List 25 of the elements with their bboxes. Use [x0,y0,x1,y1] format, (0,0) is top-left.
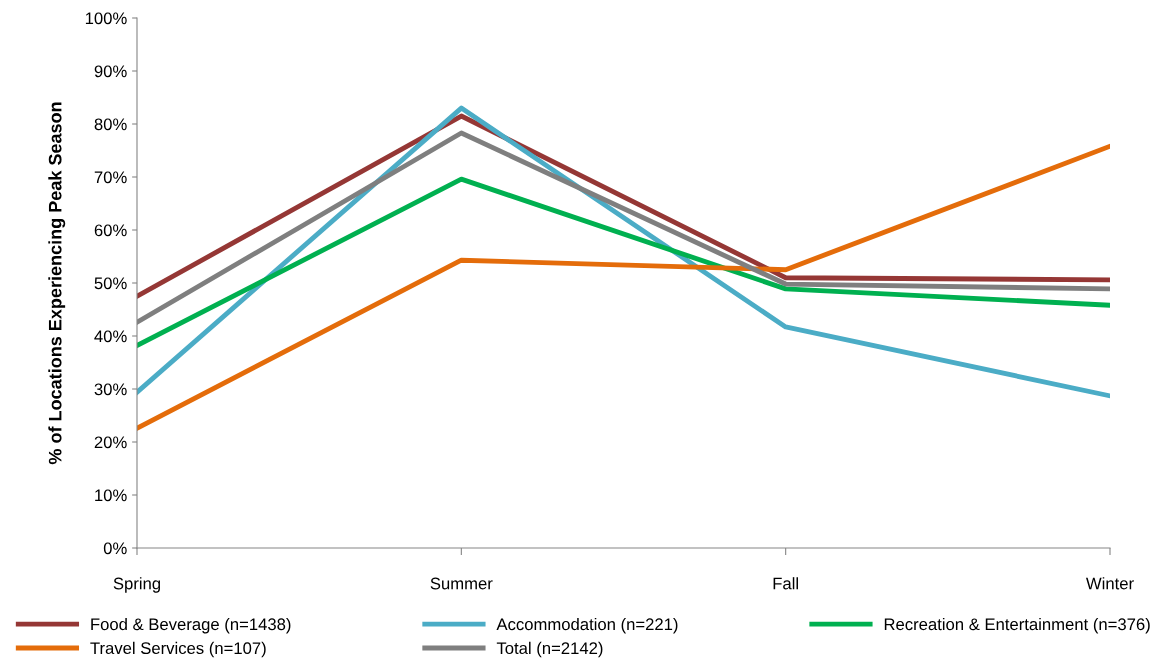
y-axis-title: % of Locations Experiencing Peak Season [48,102,66,465]
y-tick-label: 50% [94,277,127,290]
line-series [137,176,1110,348]
y-tick-label: 10% [95,489,127,502]
y-tick-label: 80% [94,118,127,131]
y-tick-label: 70% [94,171,127,184]
y-tick-label: 30% [94,383,127,396]
line-series [137,113,1110,299]
line-series [137,105,1110,399]
y-tick-label: 40% [94,330,127,343]
legend-label: Accommodation (n=221) [496,617,678,634]
line-series [137,143,1110,431]
y-tick-label: 90% [94,65,127,78]
legend-label: Food & Beverage (n=1438) [91,617,291,634]
x-tick-label: Winter [1086,577,1134,590]
y-tick-label: 20% [94,436,127,449]
legend-label: Total (n=2142) [496,641,603,658]
y-tick-label: 0% [103,542,127,555]
legend-label: Travel Services (n=107) [90,641,266,658]
legend-label: Recreation & Entertainment (n=376) [884,617,1150,634]
x-tick-label: Spring [113,577,161,593]
x-tick-label: Summer [430,577,493,590]
y-tick-label: 60% [94,224,127,237]
y-tick-label: 100% [85,12,127,25]
x-tick-label: Fall [773,577,798,590]
